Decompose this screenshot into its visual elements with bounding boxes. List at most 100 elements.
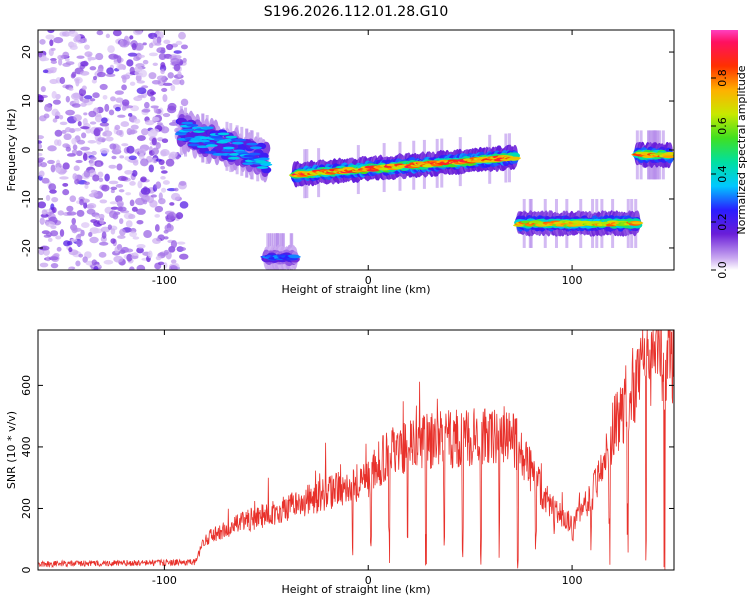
noise-blob (63, 133, 72, 141)
noise-blob (136, 208, 146, 215)
colorbar-label: Normalized spectral amplitude (735, 65, 748, 234)
noise-blob (116, 243, 123, 251)
x-tick-label: 0 (365, 274, 372, 287)
noise-blob (48, 183, 57, 191)
noise-blob (99, 122, 110, 127)
noise-blob (109, 201, 118, 205)
noise-blob (125, 105, 134, 109)
noise-blob (163, 236, 169, 240)
noise-blob (110, 206, 119, 210)
noise-blob (99, 148, 110, 154)
noise-blob (49, 66, 58, 71)
noise-blob (136, 219, 144, 225)
noise-blob (116, 145, 121, 153)
noise-blob (179, 79, 185, 86)
noise-blob (65, 61, 75, 66)
noise-blob (126, 59, 134, 67)
y-tick-label: 600 (20, 375, 33, 396)
noise-blob (54, 115, 60, 120)
noise-blob (99, 83, 108, 91)
noise-blob (69, 195, 77, 203)
noise-blob (105, 33, 111, 39)
noise-blob (160, 170, 168, 174)
noise-blob (163, 249, 169, 255)
noise-blob (147, 195, 154, 204)
signal-blob (286, 257, 299, 261)
noise-blob (141, 128, 149, 136)
noise-blob (103, 259, 114, 265)
noise-blob (158, 192, 163, 201)
noise-blob (98, 251, 107, 258)
noise-blob (82, 153, 88, 162)
noise-blob (156, 47, 166, 54)
noise-blob (175, 212, 184, 220)
noise-blob (160, 69, 165, 75)
noise-blob (162, 82, 173, 86)
noise-blob (130, 124, 139, 130)
spectrogram-y-label: Frequency (Hz) (5, 109, 18, 192)
noise-blob (89, 121, 97, 125)
noise-blob (165, 158, 175, 167)
noise-blob (92, 174, 100, 182)
noise-blob (67, 267, 73, 270)
noise-blob (154, 42, 162, 46)
noise-blob (41, 209, 48, 216)
noise-blob (97, 137, 107, 143)
signal-blob (509, 156, 521, 160)
noise-blob (41, 177, 50, 184)
noise-blob (153, 106, 159, 114)
noise-blob (57, 210, 64, 216)
noise-blob (160, 176, 166, 180)
noise-blob (152, 62, 158, 66)
noise-blob (120, 121, 130, 128)
noise-blob (93, 266, 99, 270)
spectrogram-segment-5 (631, 130, 674, 180)
noise-blob (83, 181, 90, 186)
snr-marks (38, 330, 674, 570)
noise-blob (73, 114, 82, 122)
noise-blob (47, 30, 55, 34)
noise-blob (113, 255, 124, 263)
noise-blob (128, 155, 137, 161)
noise-blob (134, 65, 143, 73)
spectrogram-segment-4 (513, 198, 644, 248)
noise-blob (45, 232, 53, 237)
noise-blob (129, 231, 137, 238)
noise-blob (56, 246, 62, 252)
noise-blob (101, 117, 108, 124)
noise-blob (80, 61, 89, 67)
noise-blob (38, 135, 45, 140)
noise-blob (106, 67, 114, 75)
noise-blob (38, 143, 43, 150)
noise-blob (116, 129, 123, 136)
noise-blob (89, 156, 97, 161)
signal-blob (260, 163, 273, 166)
noise-blob (169, 265, 178, 270)
noise-blob (118, 189, 125, 193)
noise-blob (178, 31, 186, 40)
noise-blob (59, 121, 68, 126)
y-tick-label: 400 (20, 436, 33, 457)
noise-blob (160, 149, 170, 157)
noise-blob (162, 112, 171, 118)
noise-blob (142, 42, 147, 46)
signal-blob (288, 255, 301, 259)
noise-blob (155, 181, 162, 189)
noise-blob (98, 213, 105, 220)
noise-blob (126, 253, 133, 262)
noise-blob (80, 222, 90, 229)
noise-blob (125, 248, 134, 253)
noise-blob (66, 205, 74, 212)
noise-blob (105, 136, 114, 142)
noise-blob (136, 247, 144, 254)
noise-blob (117, 55, 122, 64)
noise-blob (39, 219, 47, 223)
noise-blob (167, 72, 174, 79)
noise-blob (80, 229, 85, 237)
signal-blob (198, 139, 211, 143)
noise-blob (160, 165, 166, 170)
noise-blob (89, 66, 97, 71)
noise-blob (76, 139, 86, 145)
noise-blob (136, 243, 146, 249)
signal-blob (182, 128, 195, 132)
